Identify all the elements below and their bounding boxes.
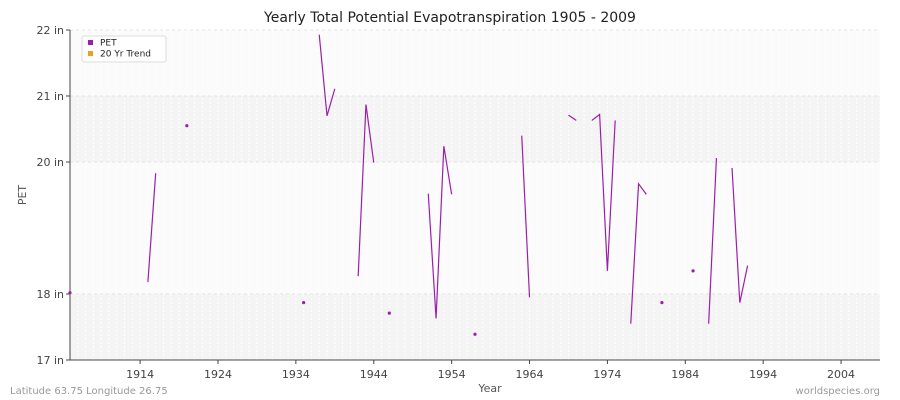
pet-point xyxy=(660,300,664,305)
x-tick-label: 1974 xyxy=(593,368,621,381)
pet-point xyxy=(387,311,391,315)
x-axis-label: Year xyxy=(477,382,502,395)
y-tick-label: 18 in xyxy=(36,288,64,301)
pet-line-segment xyxy=(731,167,749,303)
x-tick-label: 1964 xyxy=(516,368,544,381)
x-tick-label: 1994 xyxy=(749,368,777,381)
pet-line-segment xyxy=(521,135,531,298)
pet-point xyxy=(68,291,72,295)
pet-line-segment xyxy=(427,146,453,319)
x-tick-label: 1954 xyxy=(438,368,466,381)
x-tick-label: 1984 xyxy=(671,368,699,381)
legend-label-pet: PET xyxy=(100,39,117,49)
x-tick-label: 1934 xyxy=(282,368,310,381)
y-tick-labels: 17 in 18 in 20 in 21 in 22 in xyxy=(36,24,70,367)
legend-swatch-pet xyxy=(88,40,93,45)
plot-bands xyxy=(70,30,880,360)
y-axis-label: PET xyxy=(16,185,29,206)
legend-label-trend: 20 Yr Trend xyxy=(100,50,151,60)
x-tick-label: 1914 xyxy=(126,368,154,381)
series-layer xyxy=(68,34,749,336)
y-tick-label: 20 in xyxy=(36,156,64,169)
y-tick-label: 22 in xyxy=(36,24,64,37)
pet-point xyxy=(185,124,189,128)
x-tick-label: 2004 xyxy=(827,368,855,381)
y-tick-label: 17 in xyxy=(36,354,64,367)
legend: PET 20 Yr Trend xyxy=(81,35,167,63)
grid-lines xyxy=(69,29,881,361)
plot-band xyxy=(70,96,880,162)
pet-point xyxy=(302,300,306,305)
pet-line-segment xyxy=(318,34,336,116)
pet-line-segment xyxy=(630,182,647,324)
legend-box xyxy=(81,35,167,63)
footer-location: Latitude 63.75 Longitude 26.75 xyxy=(10,386,168,397)
pet-line-segment xyxy=(568,114,577,121)
pet-point xyxy=(691,269,695,273)
x-tick-labels: 1914 1924 1934 1944 1954 1964 1974 1984 1994 2004 xyxy=(126,360,855,381)
pet-point xyxy=(473,332,477,336)
pet-line-segment xyxy=(147,173,157,283)
pet-line-segment xyxy=(708,158,718,324)
pet-line-segment xyxy=(591,113,616,271)
x-tick-label: 1944 xyxy=(360,368,388,381)
chart-title: Yearly Total Potential Evapotranspiratio… xyxy=(263,10,636,26)
footer-source: worldspecies.org xyxy=(796,386,880,397)
pet-line-segment xyxy=(357,104,375,277)
x-tick-label: 1924 xyxy=(204,368,232,381)
y-tick-label: 21 in xyxy=(36,90,64,103)
legend-swatch-trend xyxy=(88,51,93,56)
axes xyxy=(69,30,880,361)
